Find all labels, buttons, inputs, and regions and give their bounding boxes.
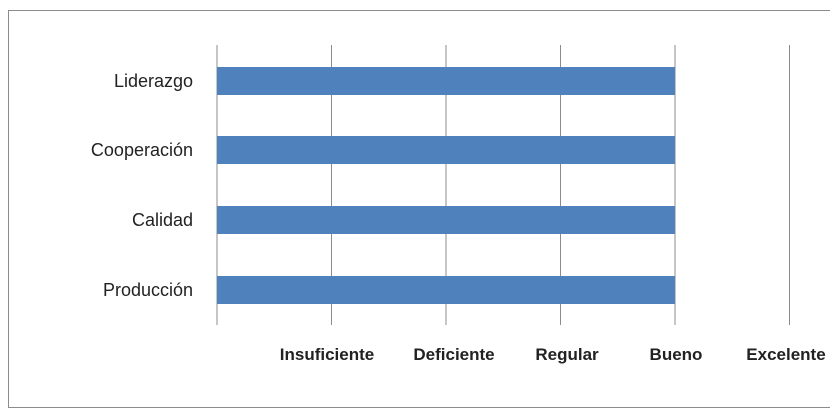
category-label: Liderazgo [114,71,193,91]
x-tick-label: Insuficiente [280,345,374,364]
x-tick-label: Deficiente [413,345,494,364]
category-label: Cooperación [91,140,193,160]
bar-cooperación [217,136,675,164]
bar-liderazgo [217,67,675,95]
x-tick-label: Bueno [650,345,703,364]
category-label: Producción [103,280,193,300]
bar-calidad [217,206,675,234]
x-tick-label: Regular [535,345,599,364]
bar-producción [217,276,675,304]
category-label: Calidad [132,210,193,230]
x-tick-label: Excelente [746,345,825,364]
